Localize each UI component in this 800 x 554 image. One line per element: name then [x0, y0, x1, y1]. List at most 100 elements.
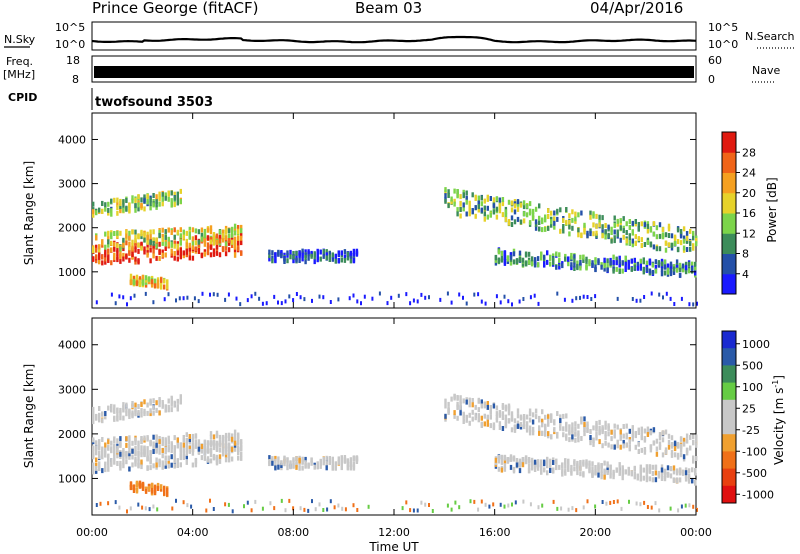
heatmap-cell [549, 261, 552, 267]
heatmap-cell [158, 410, 161, 416]
heatmap-cell [642, 475, 645, 481]
heatmap-cell [152, 434, 155, 440]
power-marks [92, 187, 698, 307]
heatmap-cell [494, 257, 498, 263]
heatmap-cell [104, 411, 107, 416]
heatmap-cell [215, 239, 219, 245]
heatmap-cell [227, 457, 231, 463]
heatmap-cell [538, 430, 541, 436]
heatmap-cell [185, 442, 188, 447]
heatmap-cell [155, 255, 158, 261]
heatmap-cell [665, 291, 668, 296]
heatmap-cell [552, 253, 555, 259]
colorbar-swatch [722, 485, 736, 504]
heatmap-cell [618, 269, 621, 274]
heatmap-cell [685, 433, 689, 439]
heatmap-cell [153, 484, 157, 490]
heatmap-cell [613, 429, 616, 435]
heatmap-cell [286, 461, 289, 467]
heatmap-cell [173, 191, 176, 197]
heatmap-cell [269, 501, 272, 506]
heatmap-cell [637, 441, 640, 447]
heatmap-cell [522, 421, 526, 427]
heatmap-cell [283, 456, 286, 462]
heatmap-cell [580, 436, 583, 441]
heatmap-cell [92, 451, 95, 457]
heatmap-cell [170, 202, 173, 208]
heatmap-cell [95, 468, 98, 474]
heatmap-cell [500, 454, 504, 460]
heatmap-cell [122, 256, 125, 262]
heatmap-cell [311, 298, 313, 303]
x-tick-label: 16:00 [479, 526, 511, 539]
heatmap-cell [559, 414, 562, 420]
heatmap-cell [630, 470, 633, 476]
heatmap-cell [128, 444, 131, 449]
heatmap-cell [143, 399, 146, 405]
heatmap-cell [497, 458, 501, 464]
heatmap-cell [586, 427, 589, 433]
heatmap-cell [158, 191, 161, 197]
heatmap-cell [299, 295, 302, 300]
heatmap-cell [645, 468, 649, 474]
heatmap-cell [646, 223, 650, 229]
heatmap-cell [134, 456, 137, 462]
heatmap-cell [155, 435, 158, 441]
heatmap-cell [176, 250, 179, 256]
heatmap-cell [495, 415, 499, 420]
heatmap-cell [679, 233, 683, 239]
heatmap-cell [122, 199, 125, 205]
heatmap-cell [218, 238, 222, 244]
heatmap-cell [158, 439, 161, 445]
heatmap-cell [528, 425, 532, 431]
heatmap-cell [221, 451, 225, 457]
heatmap-cell [513, 418, 517, 424]
heatmap-cell [604, 420, 607, 426]
heatmap-cell [295, 257, 298, 263]
heatmap-cell [465, 211, 468, 217]
heatmap-cell [343, 254, 347, 260]
colorbar-frame [721, 330, 737, 504]
heatmap-cell [658, 222, 662, 228]
colorbar-swatch [722, 399, 736, 418]
heatmap-cell [562, 228, 565, 234]
heatmap-cell [268, 459, 271, 464]
heatmap-cell [582, 505, 585, 510]
heatmap-cell [513, 219, 517, 225]
heatmap-cell [286, 457, 289, 463]
heatmap-cell [555, 264, 558, 270]
heatmap-cell [507, 220, 511, 226]
heatmap-cell [143, 206, 146, 212]
heatmap-cell [146, 199, 149, 205]
heatmap-cell [515, 462, 519, 468]
heatmap-cell [521, 457, 525, 462]
heatmap-cell [122, 402, 125, 408]
colorbar-tick-label: 25 [742, 402, 756, 415]
heatmap-cell [113, 407, 116, 413]
heatmap-cell [471, 409, 474, 415]
heatmap-cell [579, 465, 582, 471]
heatmap-cell [646, 221, 650, 227]
heatmap-cell [682, 235, 686, 241]
heatmap-cell [630, 258, 633, 264]
heatmap-cell [556, 411, 559, 416]
heatmap-cell [489, 212, 492, 218]
heatmap-cell [140, 452, 143, 458]
heatmap-cell [271, 457, 274, 463]
heatmap-cell [458, 292, 461, 297]
heatmap-cell [134, 407, 137, 413]
colorbar-tick-label: -500 [742, 467, 767, 480]
heatmap-cell [104, 259, 107, 265]
heatmap-cell [137, 440, 140, 446]
heatmap-cell [654, 470, 658, 476]
heatmap-cell [273, 506, 276, 511]
nsky-label: N.Sky [4, 33, 36, 46]
heatmap-cell [200, 444, 204, 449]
heatmap-cell [477, 200, 480, 206]
heatmap-cell [331, 256, 334, 262]
heatmap-cell [498, 410, 502, 415]
heatmap-cell [589, 440, 592, 446]
heatmap-cell [161, 233, 164, 239]
heatmap-cell [274, 257, 277, 263]
heatmap-cell [107, 444, 110, 450]
